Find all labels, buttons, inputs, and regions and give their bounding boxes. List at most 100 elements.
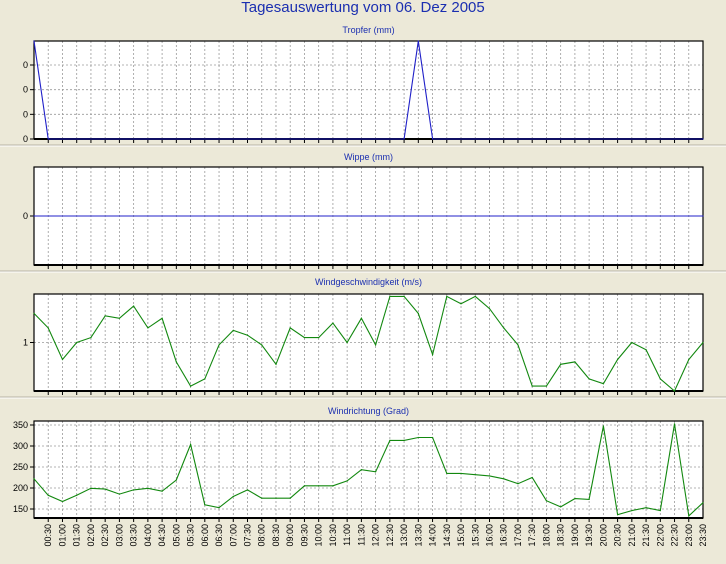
x-tick-label: 21:30 — [641, 524, 651, 547]
data-point — [688, 515, 690, 517]
data-point — [474, 295, 476, 298]
data-point — [218, 344, 220, 346]
data-point — [702, 215, 704, 217]
data-point — [545, 385, 548, 387]
data-point — [289, 327, 291, 329]
x-tick-label: 00:30 — [43, 524, 53, 547]
data-point — [218, 507, 220, 509]
x-tick-label: 20:00 — [598, 524, 608, 547]
x-tick-label: 01:30 — [72, 524, 82, 547]
data-point — [303, 337, 306, 339]
data-point — [275, 363, 277, 365]
data-point — [602, 383, 604, 385]
y-tick-label: 250 — [13, 462, 28, 472]
y-tick-label: 0 — [23, 211, 28, 221]
data-point — [688, 358, 690, 361]
data-point — [261, 344, 263, 346]
panel-title-tropfer: Tropfer (mm) — [342, 25, 394, 35]
data-point — [560, 506, 562, 508]
data-point — [531, 476, 533, 479]
x-tick-label: 01:00 — [57, 524, 67, 547]
data-point — [460, 472, 462, 475]
series-line-windrichtung — [33, 423, 704, 518]
data-point — [175, 361, 177, 363]
x-tick-label: 12:30 — [385, 524, 395, 547]
data-point — [246, 489, 249, 491]
data-point — [702, 502, 704, 504]
data-point — [375, 471, 377, 473]
x-tick-label: 02:30 — [100, 524, 110, 547]
data-point — [417, 436, 419, 439]
x-tick-label: 14:30 — [442, 524, 452, 547]
data-point — [645, 349, 647, 351]
page-title: Tagesauswertung vom 06. Dez 2005 — [241, 0, 485, 16]
data-point — [588, 498, 590, 501]
data-point — [118, 493, 121, 495]
data-point — [61, 358, 64, 361]
data-point — [417, 40, 419, 42]
data-point — [261, 497, 263, 499]
chart-windgeschwindigkeit: Windgeschwindigkeit (m/s) 1 — [0, 277, 726, 399]
data-point — [232, 329, 234, 331]
data-point — [246, 334, 249, 336]
data-point — [645, 507, 647, 509]
data-point — [47, 494, 49, 496]
data-point — [76, 341, 78, 344]
x-tick-label: 21:00 — [627, 524, 637, 547]
x-tick-label: 09:30 — [299, 524, 309, 547]
x-tick-label: 10:00 — [314, 524, 324, 547]
data-point — [474, 474, 476, 476]
data-point — [503, 327, 505, 329]
data-point — [33, 40, 35, 42]
y-tick-label: 350 — [13, 420, 28, 430]
chart-tropfer: Tropfer (mm) 0 0 0 0 — [0, 25, 726, 147]
x-tick-label: 12:00 — [371, 524, 381, 547]
x-tick-label: 13:30 — [413, 524, 423, 547]
x-tick-label: 04:00 — [143, 524, 153, 547]
data-point — [90, 337, 92, 339]
x-tick-label: 18:00 — [541, 524, 551, 547]
x-tick-label: 15:00 — [456, 524, 466, 547]
data-point — [545, 500, 548, 502]
data-point — [389, 439, 391, 441]
data-point — [631, 509, 633, 512]
x-tick-label: 09:00 — [285, 524, 295, 547]
data-point — [189, 385, 192, 387]
data-point — [659, 378, 661, 380]
data-point — [346, 341, 348, 344]
data-point — [375, 344, 377, 346]
x-tick-label: 14:00 — [428, 524, 438, 547]
data-point — [318, 337, 320, 339]
data-point — [431, 138, 434, 140]
data-point — [118, 317, 121, 319]
x-tick-label: 22:30 — [670, 524, 680, 547]
data-point — [616, 514, 619, 516]
data-point — [133, 305, 135, 307]
data-point — [574, 361, 576, 363]
data-point — [147, 487, 149, 489]
data-point — [702, 341, 704, 344]
x-tick-label: 17:00 — [513, 524, 523, 547]
panel-title-windgeschwindigkeit: Windgeschwindigkeit (m/s) — [315, 277, 422, 287]
x-tick-label: 07:00 — [228, 524, 238, 547]
x-tick-label: 23:30 — [698, 524, 708, 547]
x-tick-label: 20:30 — [613, 524, 623, 547]
data-point — [431, 436, 434, 439]
data-point — [332, 485, 334, 487]
x-tick-label: 19:30 — [584, 524, 594, 547]
data-point — [275, 497, 277, 499]
data-point — [104, 488, 106, 490]
x-tick-label: 03:00 — [114, 524, 124, 547]
data-point — [417, 312, 419, 314]
data-point — [33, 478, 35, 480]
x-tick-label: 02:00 — [86, 524, 96, 547]
data-point — [90, 487, 92, 489]
series-line-windgeschwindigkeit — [33, 295, 704, 392]
chart-wippe: Wippe (mm) 0 — [0, 152, 726, 273]
x-tick-label: 11:30 — [356, 524, 366, 546]
data-point — [76, 494, 78, 496]
data-point — [631, 341, 633, 344]
x-tick-label: 05:30 — [186, 524, 196, 547]
